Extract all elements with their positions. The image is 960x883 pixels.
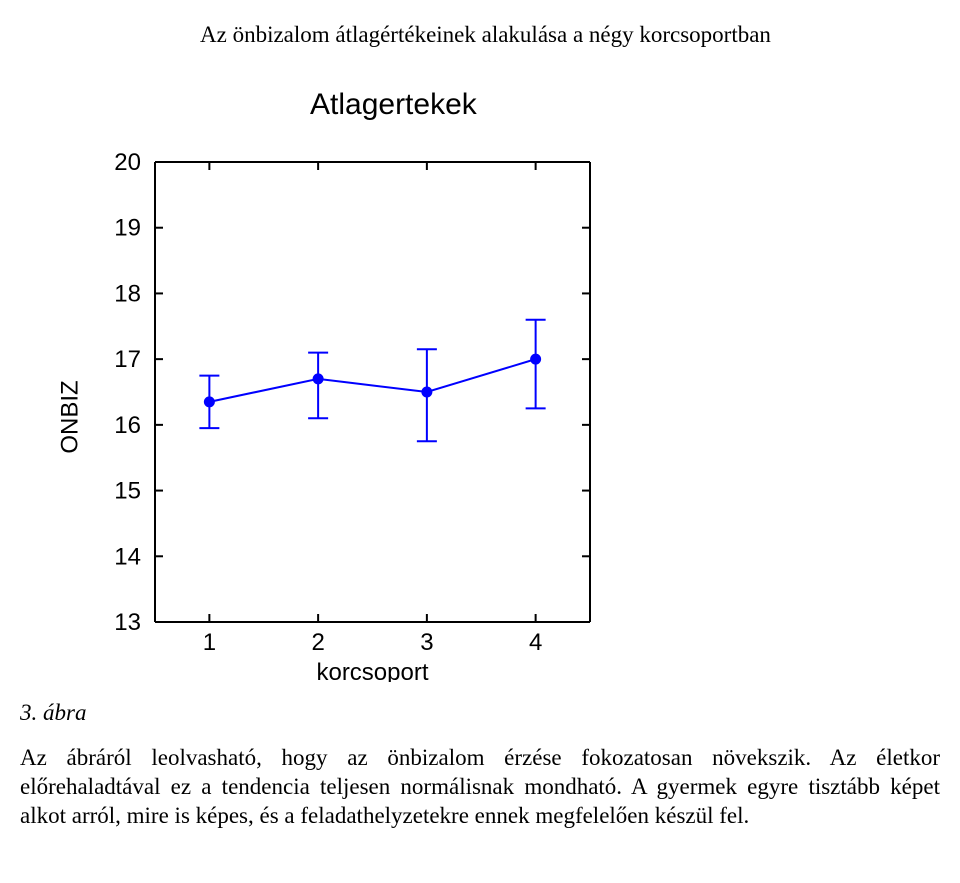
chart-title: Atlagertekek (310, 88, 960, 122)
x-tick-label: 3 (420, 629, 433, 656)
y-tick-label: 16 (114, 412, 141, 439)
page-root: Az önbizalom átlagértékeinek alakulása a… (0, 0, 960, 883)
y-tick-label: 14 (114, 543, 141, 570)
data-point (204, 397, 214, 407)
figure-title: Az önbizalom átlagértékeinek alakulása a… (200, 22, 960, 48)
x-tick-label: 4 (529, 629, 542, 656)
x-tick-label: 1 (203, 629, 216, 656)
y-tick-label: 15 (114, 478, 141, 505)
chart-svg: 13 14 15 16 17 18 19 20 1 2 3 4 korcsoport (20, 152, 920, 682)
chart-container: ONBIZ 13141516171819201234korcsoport (20, 152, 920, 682)
data-point (422, 387, 432, 397)
data-point (531, 354, 541, 364)
data-point (313, 374, 323, 384)
body-text: Az ábráról leolvasható, hogy az önbizalo… (20, 744, 940, 830)
x-tick-label: 2 (311, 629, 324, 656)
x-axis-label: korcsoport (316, 659, 428, 682)
series-line (209, 359, 535, 402)
y-tick-label: 19 (114, 215, 141, 242)
y-tick-label: 13 (114, 609, 141, 636)
y-tick-label: 20 (114, 152, 141, 176)
y-tick-label: 17 (114, 346, 141, 373)
figure-caption: 3. ábra (20, 700, 960, 726)
y-tick-label: 18 (114, 280, 141, 307)
